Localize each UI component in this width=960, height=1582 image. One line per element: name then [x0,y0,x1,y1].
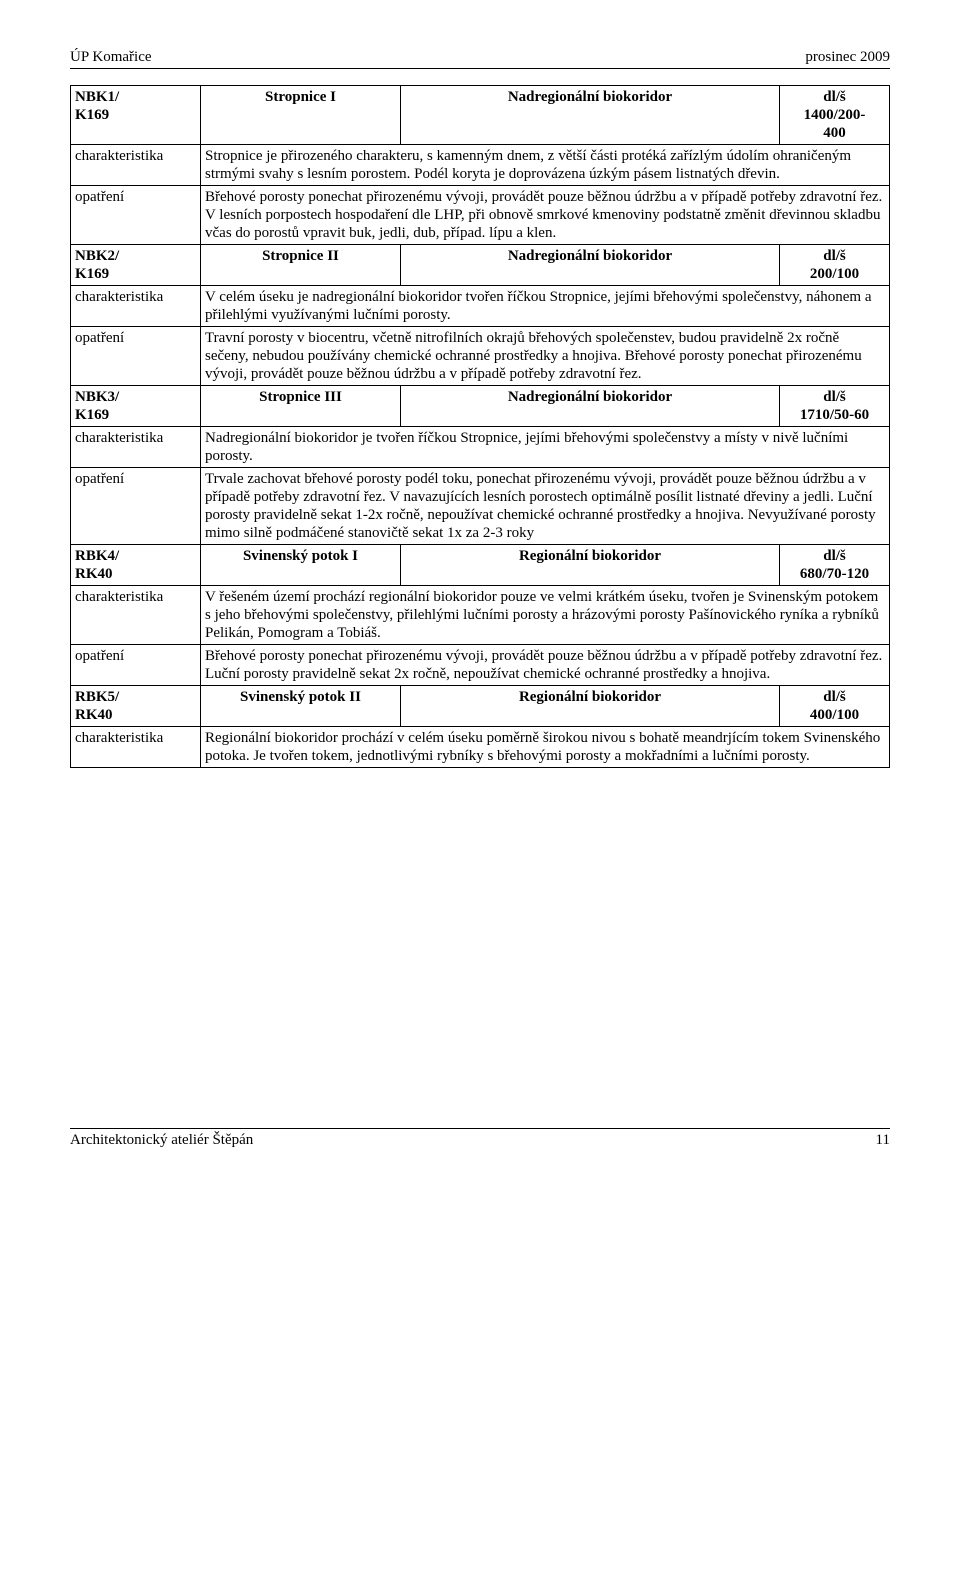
table-row: opatřeníBřehové porosty ponechat přiroze… [71,645,890,686]
dim-line2: 200/100 [810,266,859,282]
type-cell: Nadregionální biokoridor [401,386,780,427]
id-cell: NBK3/K169 [71,386,201,427]
dim-cell: dl/š 1400/200- 400 [780,86,890,145]
dim-cell: dl/š 400/100 [780,686,890,727]
table-row: RBK4/RK40Svinenský potok IRegionální bio… [71,545,890,586]
type-cell: Nadregionální biokoridor [401,245,780,286]
dim-line2: 680/70-120 [800,566,869,582]
charakteristika-cell: Nadregionální biokoridor je tvořen říčko… [201,427,890,468]
dim-line2: 1400/200- [804,107,866,123]
table-row: opatřeníTravní porosty v biocentru, včet… [71,327,890,386]
label-cell: opatření [71,468,201,545]
id-cell: RBK5/RK40 [71,686,201,727]
label-cell: charakteristika [71,427,201,468]
id-line1: NBK3/ [75,389,119,405]
table-row: NBK1/K169Stropnice INadregionální biokor… [71,86,890,145]
type-cell: Regionální biokoridor [401,545,780,586]
page-header: ÚP Komařice prosinec 2009 [70,48,890,69]
id-line2: K169 [75,266,109,282]
table-row: RBK5/RK40Svinenský potok IIRegionální bi… [71,686,890,727]
table-row: charakteristikaV řešeném území prochází … [71,586,890,645]
dim-cell: dl/š 1710/50-60 [780,386,890,427]
footer-left: Architektonický ateliér Štěpán [70,1131,253,1149]
biokoridor-table: NBK1/K169Stropnice INadregionální biokor… [70,85,890,768]
label-cell: charakteristika [71,145,201,186]
dim-line2: 1710/50-60 [800,407,869,423]
header-right: prosinec 2009 [805,48,890,66]
opatreni-cell: Trvale zachovat břehové porosty podél to… [201,468,890,545]
id-cell: NBK2/K169 [71,245,201,286]
opatreni-cell: Břehové porosty ponechat přirozenému výv… [201,186,890,245]
charakteristika-cell: Regionální biokoridor prochází v celém ú… [201,727,890,768]
charakteristika-cell: V celém úseku je nadregionální biokorido… [201,286,890,327]
label-cell: charakteristika [71,286,201,327]
id-line1: RBK5/ [75,689,119,705]
charakteristika-cell: V řešeném území prochází regionální biok… [201,586,890,645]
table-row: charakteristikaNadregionální biokoridor … [71,427,890,468]
label-cell: charakteristika [71,586,201,645]
id-line1: RBK4/ [75,548,119,564]
table-row: charakteristikaV celém úseku je nadregio… [71,286,890,327]
dim-line3: 400 [823,125,846,141]
id-line2: K169 [75,107,109,123]
dim-line1: dl/š [823,248,846,264]
opatreni-cell: Břehové porosty ponechat přirozenému výv… [201,645,890,686]
label-cell: opatření [71,186,201,245]
id-line1: NBK1/ [75,89,119,105]
dim-cell: dl/š 200/100 [780,245,890,286]
name-cell: Stropnice III [201,386,401,427]
table-row: opatřeníTrvale zachovat břehové porosty … [71,468,890,545]
dim-line1: dl/š [823,89,846,105]
type-cell: Regionální biokoridor [401,686,780,727]
id-cell: RBK4/RK40 [71,545,201,586]
id-line2: RK40 [75,566,113,582]
table-row: charakteristikaStropnice je přirozeného … [71,145,890,186]
table-row: NBK3/K169Stropnice IIINadregionální biok… [71,386,890,427]
id-line2: K169 [75,407,109,423]
id-line1: NBK2/ [75,248,119,264]
name-cell: Svinenský potok II [201,686,401,727]
table-row: opatřeníBřehové porosty ponechat přiroze… [71,186,890,245]
footer-right: 11 [876,1131,890,1149]
opatreni-cell: Travní porosty v biocentru, včetně nitro… [201,327,890,386]
charakteristika-cell: Stropnice je přirozeného charakteru, s k… [201,145,890,186]
name-cell: Stropnice I [201,86,401,145]
type-cell: Nadregionální biokoridor [401,86,780,145]
dim-line2: 400/100 [810,707,859,723]
page-footer: Architektonický ateliér Štěpán 11 [70,1128,890,1149]
name-cell: Stropnice II [201,245,401,286]
dim-line1: dl/š [823,389,846,405]
dim-line1: dl/š [823,689,846,705]
id-line2: RK40 [75,707,113,723]
label-cell: opatření [71,327,201,386]
id-cell: NBK1/K169 [71,86,201,145]
label-cell: opatření [71,645,201,686]
name-cell: Svinenský potok I [201,545,401,586]
header-left: ÚP Komařice [70,48,152,66]
label-cell: charakteristika [71,727,201,768]
table-row: NBK2/K169Stropnice IINadregionální bioko… [71,245,890,286]
dim-cell: dl/š 680/70-120 [780,545,890,586]
dim-line1: dl/š [823,548,846,564]
table-row: charakteristikaRegionální biokoridor pro… [71,727,890,768]
